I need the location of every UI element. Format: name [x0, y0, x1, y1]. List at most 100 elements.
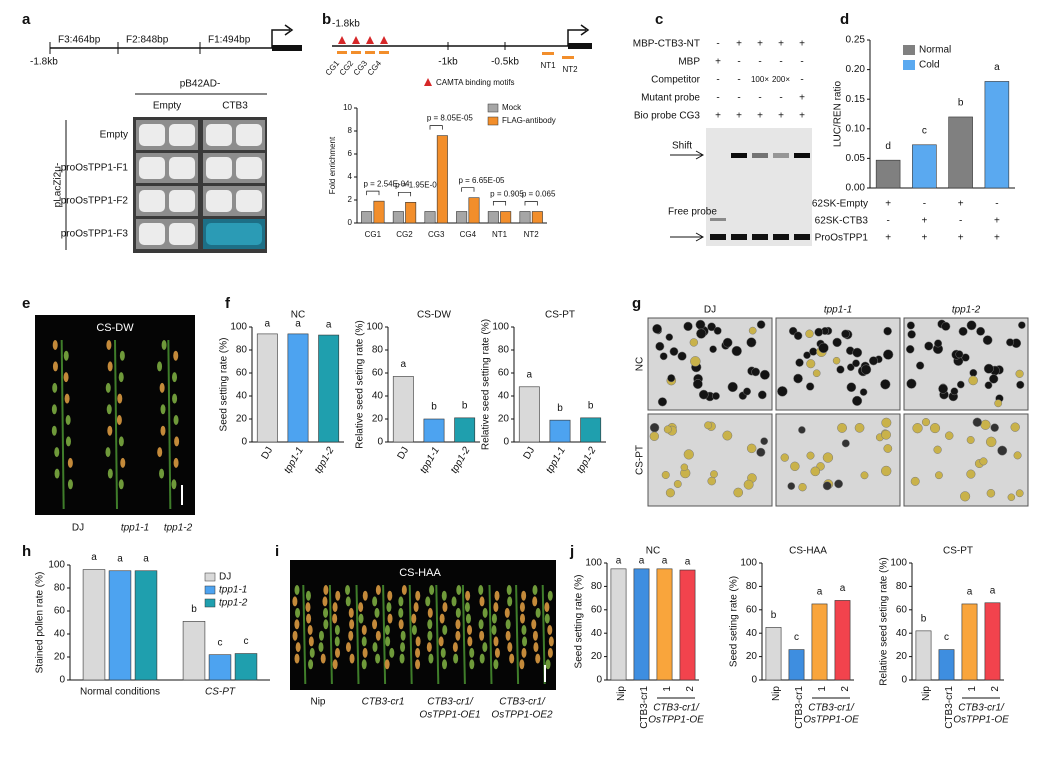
pollen	[798, 482, 807, 492]
y-tick-label: 8	[348, 126, 353, 135]
gel	[706, 128, 812, 246]
significance-letter: c	[218, 637, 223, 648]
photo-label: DJ	[72, 523, 84, 534]
control-amplicon	[562, 56, 574, 59]
gene-box	[568, 43, 592, 49]
pollen	[680, 463, 689, 472]
group-label: OsTPP1-OE	[803, 715, 859, 726]
faint-band	[710, 218, 726, 221]
grain	[491, 625, 497, 635]
y-tick-label: 60	[746, 604, 758, 615]
position-label: -0.5kb	[491, 57, 519, 68]
grain	[455, 619, 461, 630]
y-tick-label: 0	[241, 437, 247, 448]
grain	[305, 602, 311, 613]
y-tick-label: 100	[585, 558, 602, 569]
pollen	[760, 437, 769, 446]
bar	[373, 200, 385, 224]
grain	[349, 653, 355, 664]
grain	[106, 340, 112, 350]
pollen	[806, 359, 816, 369]
grain	[415, 647, 421, 658]
significance-letter: b	[431, 402, 437, 413]
pollen	[883, 326, 892, 336]
pollen	[966, 320, 977, 331]
free-arrow	[670, 232, 705, 242]
stem	[60, 339, 65, 510]
y-tick-label: 0.05	[846, 153, 866, 164]
grain	[415, 659, 421, 670]
grain	[532, 596, 538, 607]
grain	[442, 602, 448, 613]
pollen	[924, 341, 934, 351]
pollen	[1010, 422, 1020, 432]
significance-letter: a	[967, 587, 973, 598]
significance-letter: c	[244, 636, 249, 647]
pollen	[812, 369, 821, 378]
x-tick-label: DJ	[522, 445, 538, 461]
sign: -	[758, 93, 761, 104]
bar	[405, 202, 417, 224]
grain	[335, 590, 341, 601]
row-label: proOsTPP1-F3	[61, 229, 129, 240]
x-tick-label: DJ	[396, 445, 412, 461]
grain	[389, 647, 395, 658]
pollen	[854, 422, 865, 433]
y-axis-label: Relative seed seting rate (%)	[355, 320, 366, 448]
bar	[915, 630, 932, 681]
y-tick-label: 80	[896, 581, 908, 592]
yeast-colony	[169, 124, 195, 146]
x-tick-label: tpp1-2	[313, 445, 337, 475]
stem	[488, 584, 493, 685]
grain	[308, 636, 314, 647]
legend-label: tpp1-2	[219, 598, 248, 609]
grain	[387, 613, 393, 624]
condition-label: 62SK-CTB3	[815, 216, 869, 227]
pollen	[980, 419, 991, 430]
bar	[912, 144, 937, 189]
significance-letter: a	[817, 587, 823, 598]
shift-label: Shift	[672, 141, 692, 152]
pollen	[669, 347, 679, 356]
pollen	[663, 425, 672, 434]
sign: +	[799, 111, 805, 122]
pollen	[859, 388, 868, 396]
grain	[105, 447, 111, 458]
pollen	[673, 480, 682, 488]
grain	[116, 415, 122, 425]
pollen	[707, 476, 717, 486]
grain	[294, 653, 300, 664]
pollen	[938, 383, 948, 394]
sign: +	[736, 39, 742, 50]
pollen	[822, 481, 832, 491]
y-tick-label: 60	[372, 368, 384, 379]
x-tick-label: DJ	[260, 445, 276, 461]
fragment-label: F3:464bp	[58, 35, 101, 46]
pollen	[906, 378, 917, 389]
pollen	[748, 326, 757, 335]
grain	[521, 647, 527, 658]
group-label: CTB3-cr1/	[808, 703, 855, 714]
grain	[535, 653, 541, 664]
sign: -	[737, 75, 740, 86]
control-label: NT2	[562, 65, 578, 74]
grain	[119, 350, 125, 361]
grain	[372, 642, 378, 653]
pollen	[809, 347, 818, 356]
x-tick-label: Nip	[616, 686, 627, 701]
tss-arrow	[271, 24, 294, 48]
grain	[118, 436, 124, 447]
grain	[509, 653, 515, 664]
yeast-colony	[169, 190, 195, 212]
significance-letter: b	[958, 98, 964, 109]
bar	[834, 600, 851, 681]
significance-letter: a	[616, 555, 622, 566]
grain	[107, 425, 113, 436]
grain	[160, 404, 166, 415]
y-tick-label: 0.25	[846, 35, 866, 46]
y-tick-label: 80	[591, 581, 603, 592]
pollen	[852, 395, 863, 406]
pollen	[722, 430, 733, 441]
y-tick-label: 0.15	[846, 94, 866, 105]
grain	[118, 372, 124, 383]
